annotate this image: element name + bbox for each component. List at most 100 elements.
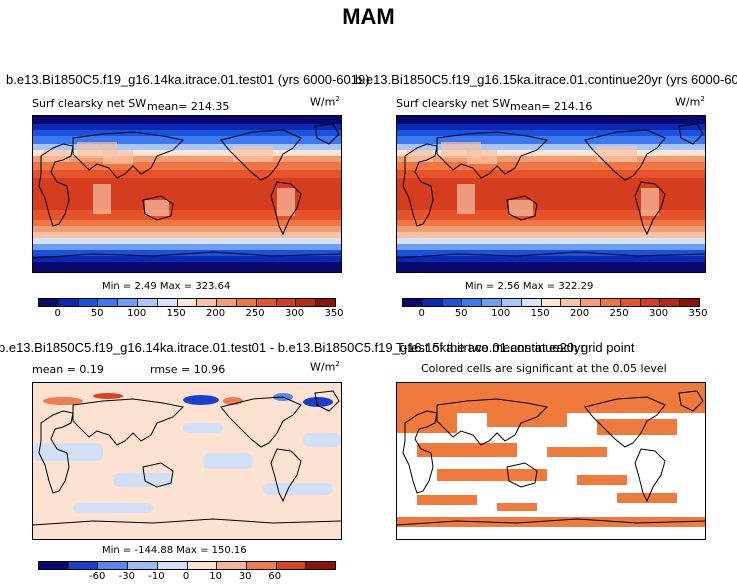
colorbar-swatch [620,299,641,306]
significant-cells [547,447,607,457]
significant-cells [417,495,477,505]
coastline [142,462,174,488]
colorbar-swatch [482,299,502,306]
colorbar-swatch [98,562,129,569]
panel1-map [32,115,342,273]
land-patch [457,184,475,214]
panel2-minmax: Min = 2.56 Max = 322.29 [465,281,594,292]
sw-band [33,156,341,162]
diff-negative-patch [113,473,173,487]
colorbar-tick-label: 250 [609,308,629,319]
coastline [678,123,704,145]
colorbar-swatch [128,562,158,569]
panel3-units: W/m2 [310,360,340,374]
colorbar-swatch [541,299,562,306]
significant-cells [497,503,537,511]
coastline [270,448,302,503]
colorbar-swatch [306,562,336,569]
panel2-colorbar [402,298,700,307]
land-patch [597,146,637,162]
significant-cells [577,475,627,485]
colorbar-swatch [246,562,277,569]
colorbar-tick-label: 350 [688,308,708,319]
colorbar-swatch [39,299,59,306]
coastline [506,195,538,221]
diff-anomaly [303,397,333,407]
significant-cells [597,419,677,435]
colorbar-swatch [581,299,601,306]
sw-band [397,256,705,262]
sw-band [33,256,341,262]
sw-band [397,150,705,156]
land-patch [641,188,659,216]
figure-title: MAM [342,4,395,29]
land-patch [43,150,69,162]
colorbar-tick-label: 10 [209,571,222,582]
panel4-subtitle: Colored cells are significant at the 0.0… [421,362,667,375]
land-patch [467,150,497,164]
colorbar-tick-label: 300 [648,308,669,319]
colorbar-swatch [118,299,138,306]
colorbar-swatch [660,299,681,306]
coastline [584,396,666,448]
diff-negative-patch [303,433,341,447]
sw-band [33,226,341,232]
significant-cells [397,517,705,527]
coastline [33,518,341,526]
colorbar-swatch [157,562,188,569]
colorbar-swatch [187,562,218,569]
panel1-colorbar [38,298,336,307]
sw-band [397,130,705,136]
sw-band [397,136,705,144]
colorbar-swatch [501,299,522,306]
colorbar-tick-label: -30 [118,571,135,582]
coastline [314,390,340,412]
significant-cells [437,469,547,481]
colorbar-swatch [236,299,257,306]
colorbar-swatch [177,299,198,306]
panel2-mean: mean= 214.16 [510,100,593,113]
coastline [270,181,302,236]
sw-band [33,238,341,244]
colorbar-swatch [137,299,158,306]
panel1-subtitle: Surf clearsky net SW [32,97,147,110]
land-patch [145,200,169,216]
colorbar-tick-label: 350 [324,308,344,319]
colorbar-swatch [462,299,483,306]
coastline [584,129,666,181]
colorbar-tick-label: 150 [530,308,550,319]
coastline [314,123,340,145]
sw-band [397,210,705,220]
colorbar-tick-label: -60 [89,571,106,582]
sw-band [397,116,705,124]
coastline [506,462,538,488]
significant-cells [417,443,517,457]
sw-band [33,232,341,238]
colorbar-swatch [640,299,661,306]
panel1-mean: mean= 214.35 [147,100,230,113]
sw-band [33,250,341,256]
colorbar-swatch [78,299,99,306]
sw-band [397,124,705,130]
colorbar-swatch [217,562,247,569]
colorbar-swatch [39,562,69,569]
significant-cells [397,383,705,413]
coastline [397,251,705,259]
sw-band [33,162,341,170]
sw-band [397,144,705,150]
panel2-subtitle: Surf clearsky net SW [396,97,511,110]
land-patch [407,150,433,162]
panel4-map [396,382,706,540]
colorbar-tick-label: 200 [570,308,590,319]
diff-anomaly [43,397,83,405]
significant-cells [397,413,457,433]
sw-band [33,262,341,272]
sw-band [33,150,341,156]
sw-band [33,116,341,124]
colorbar-swatch [157,299,178,306]
panel1-minmax: Min = 2.49 Max = 323.64 [102,281,231,292]
colorbar-tick-label: 0 [418,308,425,319]
sw-band [397,220,705,226]
diff-negative-patch [203,453,253,469]
colorbar-tick-label: 50 [454,308,468,319]
